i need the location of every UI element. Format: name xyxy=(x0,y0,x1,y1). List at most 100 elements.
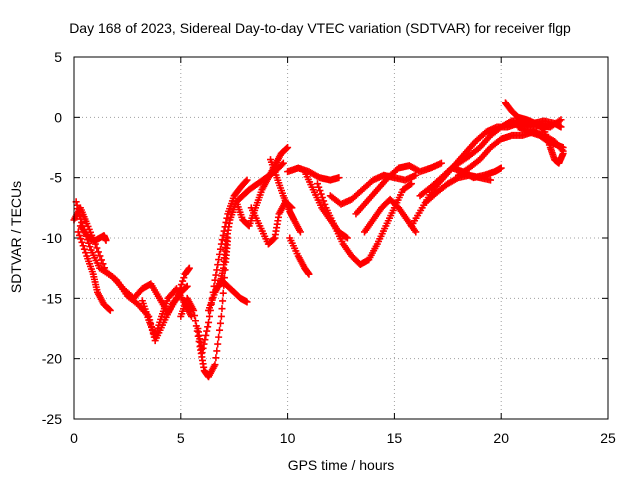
data-point xyxy=(213,347,221,355)
data-point xyxy=(212,354,220,362)
data-point xyxy=(487,176,495,184)
data-point xyxy=(557,123,565,131)
data-point xyxy=(80,245,88,253)
data-point xyxy=(99,260,107,268)
data-point xyxy=(215,256,223,264)
chart-title: Day 168 of 2023, Sidereal Day-to-day VTE… xyxy=(69,20,571,36)
data-point xyxy=(219,231,227,239)
data-point xyxy=(106,306,114,314)
data-point xyxy=(216,326,224,334)
data-point xyxy=(284,144,292,151)
data-point xyxy=(200,340,208,348)
data-point xyxy=(305,270,313,278)
series-10 xyxy=(232,144,292,230)
data-point xyxy=(406,181,414,189)
series-2 xyxy=(72,198,193,317)
y-axis-label: SDTVAR / TECUs xyxy=(8,180,24,294)
data-point xyxy=(318,193,326,201)
x-tick-label: 15 xyxy=(387,430,403,446)
x-axis-label: GPS time / hours xyxy=(287,457,395,473)
series-26 xyxy=(514,123,567,151)
data-point xyxy=(77,235,85,243)
data-point xyxy=(205,318,213,326)
data-point xyxy=(204,323,212,331)
data-point xyxy=(278,160,286,168)
data-point xyxy=(222,218,230,226)
data-point xyxy=(217,312,225,320)
series-8 xyxy=(205,276,251,314)
data-point xyxy=(243,298,251,306)
data-point xyxy=(211,361,219,369)
data-point xyxy=(93,244,101,252)
series-18 xyxy=(352,159,445,218)
y-tick-label: -15 xyxy=(42,290,62,306)
data-point xyxy=(219,297,227,305)
y-tick-label: 0 xyxy=(54,109,62,125)
data-point xyxy=(73,201,81,209)
x-tick-label: 20 xyxy=(493,430,509,446)
data-point xyxy=(213,266,221,274)
x-tick-label: 5 xyxy=(177,430,185,446)
data-point xyxy=(75,231,83,239)
data-point xyxy=(74,228,82,236)
y-tick-label: -20 xyxy=(42,351,62,367)
data-point xyxy=(201,336,209,344)
data-point xyxy=(215,333,223,341)
data-point xyxy=(183,282,191,290)
data-point xyxy=(214,340,222,348)
series-19 xyxy=(360,195,420,236)
data-point xyxy=(75,208,83,216)
data-point xyxy=(86,243,94,251)
data-point xyxy=(182,283,190,291)
axis-ticks: 0 5 10 15 20 25 -25 -20 -15 -10 -5 0 5 xyxy=(42,49,616,446)
data-point xyxy=(557,116,565,124)
data-point xyxy=(205,312,213,320)
data-point xyxy=(216,319,224,327)
data-point xyxy=(216,245,224,253)
data-point xyxy=(79,242,87,250)
data-point xyxy=(180,274,188,282)
data-point xyxy=(74,205,82,213)
data-point xyxy=(96,252,104,260)
y-tick-label: 5 xyxy=(54,49,62,65)
data-point xyxy=(218,305,226,313)
data-point xyxy=(243,176,251,184)
data-point xyxy=(198,349,206,357)
data-point xyxy=(270,235,278,243)
series-16 xyxy=(314,180,415,269)
data-point xyxy=(412,171,420,179)
data-point xyxy=(211,276,219,284)
data-point xyxy=(199,344,207,352)
data-point xyxy=(559,144,567,151)
data-point xyxy=(82,249,90,257)
data-point xyxy=(185,264,193,272)
data-point xyxy=(279,159,287,167)
data-point xyxy=(212,271,220,279)
data-point xyxy=(102,236,110,244)
data-point xyxy=(242,177,250,185)
data-point xyxy=(437,159,445,167)
plot-frame xyxy=(73,56,609,420)
data-point xyxy=(214,261,222,269)
data-point xyxy=(191,312,199,320)
data-point xyxy=(203,327,211,335)
y-tick-label: -10 xyxy=(42,230,62,246)
data-point xyxy=(412,228,420,236)
data-point xyxy=(218,236,226,244)
data-point xyxy=(202,331,210,339)
data-point xyxy=(219,289,227,297)
data-point xyxy=(321,200,329,208)
data-points xyxy=(70,99,567,381)
series-13 xyxy=(284,164,343,184)
data-point xyxy=(296,228,304,236)
data-point xyxy=(190,306,198,314)
data-point xyxy=(314,180,322,188)
data-point xyxy=(342,233,350,241)
data-point xyxy=(105,306,113,314)
series-12 xyxy=(267,156,304,236)
data-point xyxy=(317,190,325,198)
x-tick-label: 0 xyxy=(70,430,78,446)
data-point xyxy=(179,277,187,285)
series-7 xyxy=(194,176,251,357)
